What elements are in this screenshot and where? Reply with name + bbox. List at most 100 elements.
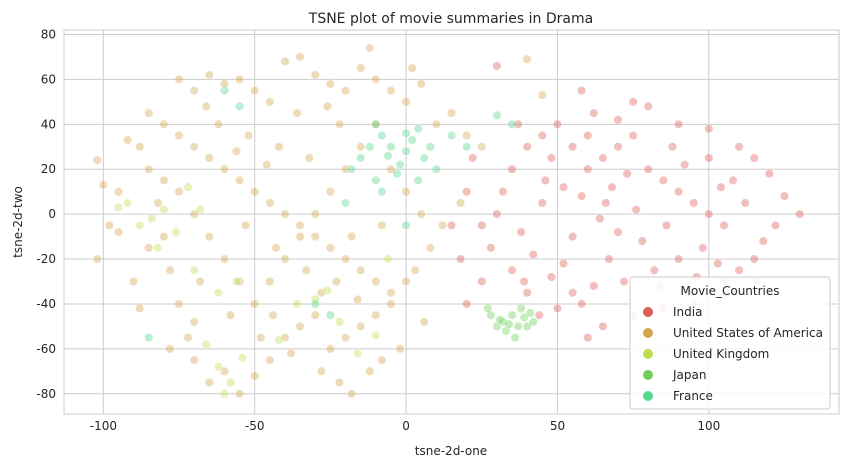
data-point — [383, 254, 393, 264]
legend-title: Movie_Countries — [680, 284, 779, 298]
y-tick-labels: -80 -60 -40 -20 0 20 40 60 80 — [36, 27, 56, 400]
x-tick-label: 50 — [550, 419, 565, 433]
legend-label: France — [673, 389, 713, 403]
data-point — [498, 187, 508, 197]
data-point — [407, 63, 417, 73]
data-point — [113, 227, 123, 237]
data-point — [371, 74, 381, 84]
data-point — [265, 277, 275, 287]
data-point — [219, 86, 229, 96]
data-point — [522, 288, 532, 298]
data-point — [341, 333, 351, 343]
data-point — [301, 265, 311, 275]
data-point — [274, 335, 284, 345]
data-point — [552, 303, 562, 313]
data-point — [371, 310, 381, 320]
data-point — [144, 333, 154, 343]
data-point — [704, 124, 714, 134]
data-point — [643, 164, 653, 174]
data-point — [213, 362, 223, 372]
data-point — [195, 205, 205, 215]
data-point — [719, 220, 729, 230]
data-point — [537, 90, 547, 100]
data-point — [235, 74, 245, 84]
data-point — [204, 232, 214, 242]
data-point — [235, 175, 245, 185]
data-point — [365, 43, 375, 53]
data-point — [522, 142, 532, 152]
data-point — [268, 310, 278, 320]
data-point — [674, 254, 684, 264]
legend-label: India — [673, 305, 702, 319]
data-point — [749, 153, 759, 163]
data-point — [174, 299, 184, 309]
data-point — [295, 321, 305, 331]
data-point — [310, 70, 320, 80]
data-point — [477, 142, 487, 152]
data-point — [265, 355, 275, 365]
data-point — [386, 288, 396, 298]
legend-marker — [643, 370, 653, 380]
data-point — [189, 317, 199, 327]
x-tick-label: -100 — [90, 419, 117, 433]
data-point — [468, 153, 478, 163]
legend-items: India United States of America United King… — [643, 305, 823, 403]
legend: Movie_Countries India United States of Am… — [629, 276, 831, 410]
data-point — [292, 299, 302, 309]
data-point — [183, 182, 193, 192]
data-point — [522, 321, 532, 331]
data-point — [392, 169, 402, 179]
data-point — [492, 61, 502, 71]
data-point — [159, 205, 169, 215]
data-point — [159, 175, 169, 185]
data-point — [144, 243, 154, 253]
data-point — [286, 348, 296, 358]
data-point — [495, 315, 505, 325]
data-point — [740, 198, 750, 208]
data-point — [159, 232, 169, 242]
data-point — [334, 378, 344, 388]
data-point — [235, 277, 245, 287]
data-point — [386, 299, 396, 309]
data-point — [619, 277, 629, 287]
data-point — [713, 259, 723, 269]
data-point — [292, 108, 302, 118]
data-point — [265, 198, 275, 208]
data-point — [492, 321, 502, 331]
data-point — [658, 175, 668, 185]
data-point — [552, 119, 562, 129]
data-point — [171, 227, 181, 237]
data-point — [516, 227, 526, 237]
y-tick-label: -20 — [36, 252, 56, 266]
data-point — [628, 131, 638, 141]
legend-marker — [643, 328, 653, 338]
data-point — [401, 220, 411, 230]
data-point — [386, 164, 396, 174]
x-tick-label: 0 — [402, 419, 410, 433]
data-point — [174, 131, 184, 141]
data-point — [271, 243, 281, 253]
data-point — [661, 220, 671, 230]
data-point — [507, 265, 517, 275]
y-tick-label: 80 — [41, 27, 56, 41]
data-point — [310, 232, 320, 242]
data-point — [770, 220, 780, 230]
data-point — [347, 164, 357, 174]
data-point — [295, 220, 305, 230]
data-point — [219, 164, 229, 174]
legend-label: United Kingdom — [673, 347, 769, 361]
chart-title: TSNE plot of movie summaries in Drama — [308, 11, 593, 27]
data-point — [486, 243, 496, 253]
data-point — [98, 180, 108, 190]
data-point — [507, 164, 517, 174]
data-point — [631, 205, 641, 215]
data-point — [201, 339, 211, 349]
data-point — [734, 142, 744, 152]
data-point — [371, 330, 381, 340]
data-point — [113, 202, 123, 212]
data-point — [413, 124, 423, 134]
y-tick-label: 0 — [48, 207, 56, 221]
data-point — [104, 220, 114, 230]
data-point — [147, 214, 157, 224]
